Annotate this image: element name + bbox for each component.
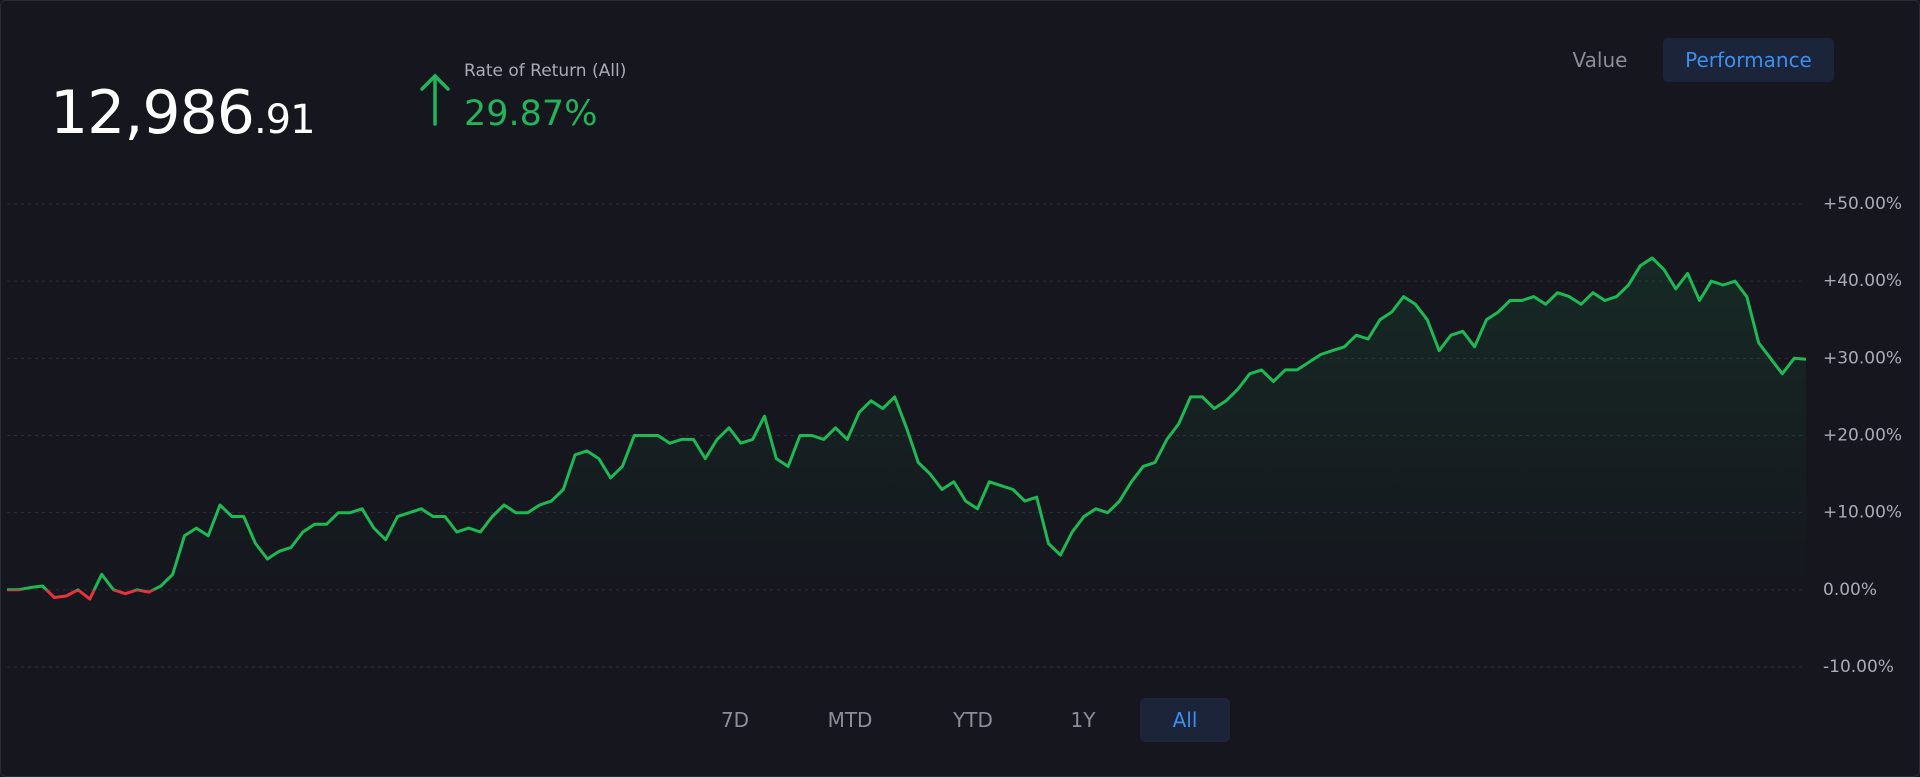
up-arrow (420, 73, 450, 126)
return-value: 29.87% (464, 94, 598, 134)
y-tick-label: +40.00% (1823, 271, 1902, 291)
toggle-button[interactable]: Performance (1663, 38, 1834, 82)
area (7, 258, 1806, 590)
y-tick-label: +30.00% (1823, 348, 1902, 368)
line-positive (7, 256, 1807, 590)
y-tick-label: +50.00% (1823, 194, 1902, 214)
period-button[interactable]: All (1140, 698, 1230, 742)
y-tick-label: 0.00% (1823, 580, 1877, 600)
value-decimal: .91 (253, 97, 316, 143)
period-button[interactable]: YTD (953, 708, 993, 732)
period-button[interactable]: 1Y (1070, 708, 1096, 732)
y-tick-label: +20.00% (1823, 426, 1902, 446)
return-label: Rate of Return (All) (464, 61, 627, 81)
period-button[interactable]: 7D (720, 708, 750, 732)
y-tick-label: -10.00% (1823, 657, 1894, 677)
toggle-button[interactable]: Value (1572, 48, 1628, 72)
portfolio-value: 12,986.91 (50, 78, 316, 148)
value-integer: 12,986 (50, 78, 255, 148)
period-button[interactable]: MTD (827, 708, 873, 732)
y-tick-label: +10.00% (1823, 503, 1902, 523)
